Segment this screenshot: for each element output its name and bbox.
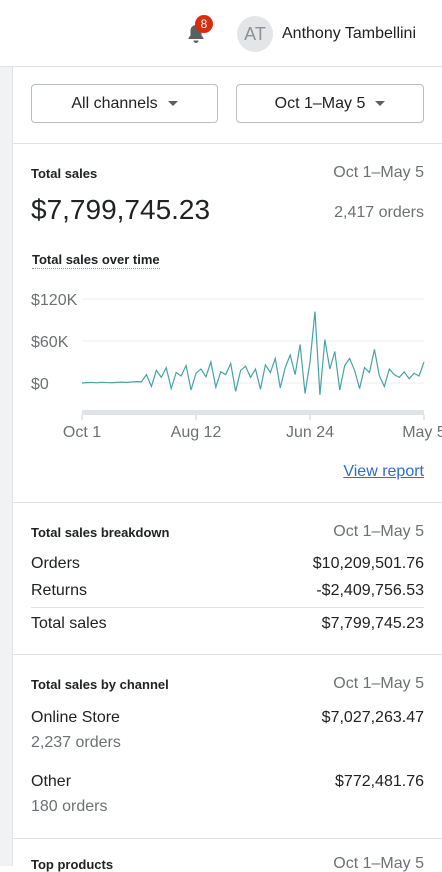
sales-line <box>81 311 425 395</box>
channel-orders: 2,237 orders <box>31 734 121 751</box>
notification-badge[interactable]: 8 <box>195 15 213 33</box>
channel-amount: $7,027,263.47 <box>321 709 424 726</box>
y-tick-label: $60K <box>31 334 69 351</box>
user-name[interactable]: Anthony Tambellini <box>282 25 417 42</box>
row-value: $10,209,501.76 <box>312 555 424 572</box>
card-title: Total sales breakdown <box>31 525 170 540</box>
channel-orders: 180 orders <box>31 798 108 815</box>
divider <box>12 838 442 839</box>
order-count: 2,417 orders <box>334 204 424 221</box>
channel-name: Other <box>31 773 72 790</box>
side-strip <box>0 66 12 866</box>
date-filter[interactable]: Oct 1–May 5 <box>236 84 424 123</box>
panel-border <box>12 66 13 866</box>
row-label: Returns <box>31 582 88 599</box>
chart-title: Total sales over time <box>32 252 160 269</box>
divider <box>12 143 442 144</box>
channel-name: Online Store <box>31 709 120 726</box>
divider <box>12 502 442 503</box>
x-tick-label: Aug 12 <box>171 424 222 441</box>
card-title: Total sales <box>31 166 98 181</box>
caret <box>375 101 386 106</box>
channel-filter[interactable]: All channels <box>31 84 218 123</box>
y-tick-label: $120K <box>31 292 78 309</box>
header-border <box>0 66 442 67</box>
channel-amount: $772,481.76 <box>335 773 424 790</box>
date-range: Oct 1–May 5 <box>333 523 424 540</box>
caret <box>167 101 178 106</box>
date-range: Oct 1–May 5 <box>333 675 424 692</box>
date-range: Oct 1–May 5 <box>333 855 424 872</box>
view-report-link[interactable]: View report <box>343 463 424 480</box>
row-divider <box>31 607 424 608</box>
x-tick-label: Jun 24 <box>286 424 334 441</box>
card-title: Top products <box>31 857 114 872</box>
row-value: -$2,409,756.53 <box>316 582 424 599</box>
sales-chart: $0 $60K $120K Oct 1 Aug 12 Jun 24 May 5 <box>31 292 442 441</box>
date-range: Oct 1–May 5 <box>333 164 424 181</box>
total-sales: $7,799,745.23 <box>31 194 211 225</box>
avatar[interactable]: AT <box>237 16 273 52</box>
x-tick-label: May 5 <box>402 424 442 441</box>
date-filter-label: Oct 1–May 5 <box>274 94 366 112</box>
row-label: Total sales <box>31 615 107 632</box>
divider <box>12 654 442 655</box>
y-tick-label: $0 <box>31 376 49 393</box>
card-title: Total sales by channel <box>31 677 169 692</box>
channel-filter-label: All channels <box>71 94 158 112</box>
row-value: $7,799,745.23 <box>321 615 424 632</box>
x-axis-band <box>82 410 424 415</box>
row-label: Orders <box>31 555 80 572</box>
x-tick-label: Oct 1 <box>63 424 101 441</box>
